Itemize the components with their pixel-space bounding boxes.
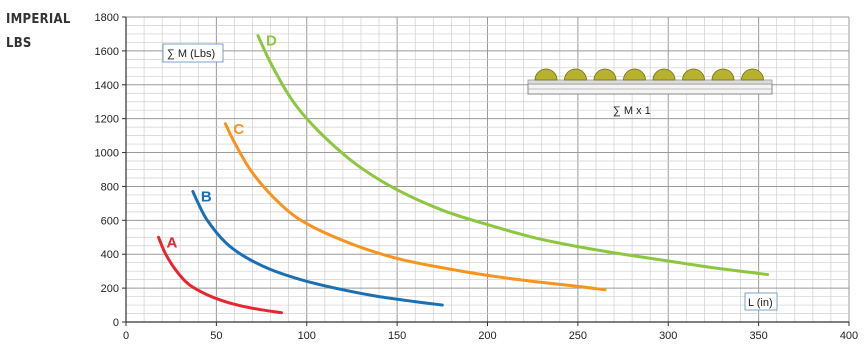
xlabel-box bbox=[744, 292, 778, 311]
inset-caption: ∑ M x 1 bbox=[613, 105, 651, 117]
x-tick-label: 300 bbox=[659, 330, 677, 342]
x-tick-label: 250 bbox=[569, 330, 587, 342]
series-label-a: A bbox=[167, 234, 178, 251]
roller-bump bbox=[564, 68, 587, 81]
series-label-d: D bbox=[266, 33, 277, 50]
y-axis-label: ∑ M (Lbs) bbox=[167, 48, 215, 60]
series-line-b bbox=[191, 190, 444, 307]
unit-title-imperial: IMPERIAL bbox=[6, 12, 71, 27]
x-tick-label: 400 bbox=[840, 330, 858, 342]
chart-axes bbox=[122, 16, 850, 326]
y-tick-label: 0 bbox=[113, 317, 119, 329]
x-tick-label: 100 bbox=[298, 330, 316, 342]
y-tick-label: 1800 bbox=[95, 12, 119, 24]
series-lines bbox=[157, 34, 770, 315]
roller-bump bbox=[593, 68, 617, 81]
y-tick-label: 1600 bbox=[95, 46, 119, 58]
y-tick-label: 400 bbox=[101, 249, 119, 261]
x-tick-label: 350 bbox=[749, 330, 767, 342]
y-tick-label: 800 bbox=[101, 181, 119, 193]
roller-bump bbox=[741, 68, 764, 81]
y-tick-label: 1000 bbox=[95, 148, 119, 160]
y-tick-label: 600 bbox=[101, 215, 119, 227]
x-axis-label: L (in) bbox=[748, 297, 773, 309]
roller-bump bbox=[682, 68, 705, 81]
series-label-b: B bbox=[201, 189, 212, 206]
x-tick-label: 200 bbox=[478, 330, 496, 342]
y-tick-label: 200 bbox=[101, 283, 119, 295]
y-tick-label: 1200 bbox=[95, 114, 119, 126]
rail-diagram: ∑ M x 1 bbox=[527, 68, 773, 117]
roller-bump bbox=[623, 68, 646, 81]
roller-bump bbox=[711, 68, 735, 81]
x-tick-label: 50 bbox=[210, 330, 222, 342]
series-labels: A B C D bbox=[167, 33, 277, 252]
series-line-c bbox=[223, 122, 607, 292]
series-line-d bbox=[256, 34, 770, 277]
series-line-a bbox=[157, 235, 283, 315]
series-label-c: C bbox=[233, 121, 244, 138]
tick-labels: 0 50 100 150 200 250 300 350 400 0 200 400 600 800 100… bbox=[95, 12, 859, 342]
roller-bump bbox=[652, 68, 676, 81]
x-tick-label: 0 bbox=[123, 330, 129, 342]
ylabel-box bbox=[162, 43, 224, 63]
roller-bump bbox=[534, 68, 558, 81]
y-tick-label: 1400 bbox=[95, 80, 119, 92]
unit-title-lbs: LBS bbox=[6, 36, 32, 51]
x-tick-label: 150 bbox=[388, 330, 406, 342]
